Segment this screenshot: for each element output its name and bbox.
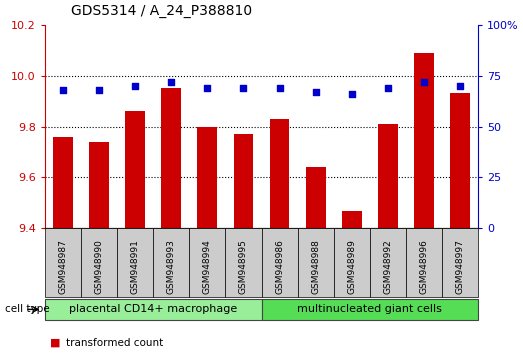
Point	[383, 85, 392, 91]
Point	[275, 85, 283, 91]
Bar	[306, 167, 325, 228]
Text: GSM948992: GSM948992	[383, 239, 392, 294]
Point	[419, 79, 428, 85]
Point	[59, 87, 67, 93]
Bar	[89, 142, 109, 228]
Point	[95, 87, 103, 93]
Text: GSM948991: GSM948991	[131, 239, 140, 294]
Text: transformed count: transformed count	[66, 338, 163, 348]
Bar	[342, 211, 361, 228]
Bar	[126, 111, 145, 228]
Text: GSM948995: GSM948995	[239, 239, 248, 294]
Text: ■: ■	[50, 338, 61, 348]
Text: GSM948987: GSM948987	[59, 239, 67, 294]
Text: placental CD14+ macrophage: placental CD14+ macrophage	[69, 304, 237, 314]
Text: GDS5314 / A_24_P388810: GDS5314 / A_24_P388810	[71, 4, 252, 18]
Text: GSM948988: GSM948988	[311, 239, 320, 294]
Text: GSM948990: GSM948990	[95, 239, 104, 294]
Bar	[450, 93, 470, 228]
Bar	[53, 137, 73, 228]
Bar	[198, 126, 217, 228]
Point	[347, 91, 356, 97]
Text: GSM948994: GSM948994	[203, 239, 212, 294]
Text: GSM948997: GSM948997	[456, 239, 464, 294]
Point	[167, 79, 175, 85]
Bar	[414, 53, 434, 228]
Text: multinucleated giant cells: multinucleated giant cells	[297, 304, 442, 314]
Text: cell type: cell type	[5, 304, 50, 314]
Point	[203, 85, 211, 91]
Text: GSM948986: GSM948986	[275, 239, 284, 294]
Point	[311, 89, 320, 95]
Point	[131, 83, 139, 89]
Bar	[378, 124, 397, 228]
Bar	[234, 134, 253, 228]
Bar	[270, 119, 289, 228]
Point	[456, 83, 464, 89]
Text: GSM948989: GSM948989	[347, 239, 356, 294]
Text: GSM948993: GSM948993	[167, 239, 176, 294]
Text: GSM948996: GSM948996	[419, 239, 428, 294]
Bar	[162, 88, 181, 228]
Point	[239, 85, 247, 91]
